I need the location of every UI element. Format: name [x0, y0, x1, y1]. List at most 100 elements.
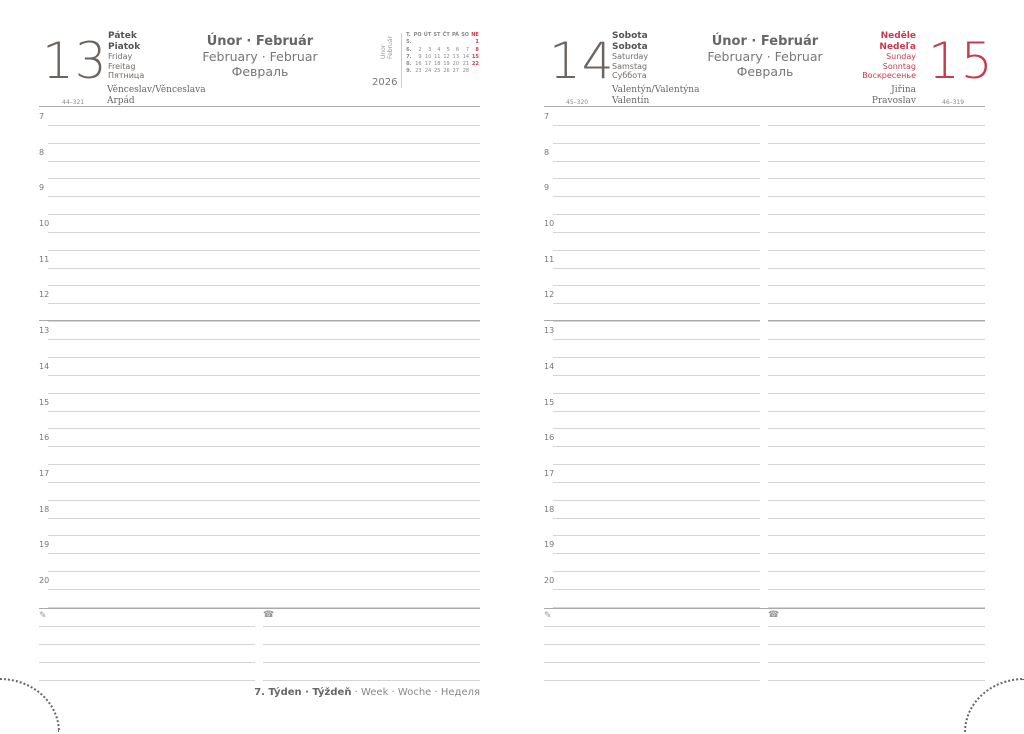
- note-line: [544, 644, 760, 645]
- hour-slot[interactable]: 14: [544, 357, 985, 394]
- calendar-cell: 16: [415, 61, 422, 68]
- right-name-days: Valentýn/Valentýna Valentín: [612, 85, 699, 106]
- writing-line: [553, 410, 760, 412]
- left-hour-grid[interactable]: 7 8 9 10 11 12 13 14 15 16 17 18 19 20: [39, 107, 480, 608]
- hour-slot[interactable]: 20: [544, 571, 985, 608]
- day-name: Sunday: [886, 52, 916, 61]
- pencil-icon: ✎: [39, 611, 47, 621]
- hour-slot[interactable]: 8: [544, 143, 985, 180]
- day-name: Piatok: [108, 41, 141, 52]
- hour-slot[interactable]: 17: [39, 464, 480, 501]
- hour-slot[interactable]: 15: [39, 393, 480, 430]
- writing-line: [768, 303, 985, 305]
- writing-line: [48, 267, 480, 269]
- telephone-icon: ☎: [768, 610, 780, 620]
- hour-slot[interactable]: 18: [544, 500, 985, 537]
- writing-line: [553, 499, 760, 501]
- week-labels: · Week · Woche · Неделя: [351, 687, 480, 698]
- hour-label: 18: [544, 504, 555, 514]
- hour-label: 13: [39, 326, 50, 336]
- hour-slot[interactable]: 15: [544, 393, 985, 430]
- calendar-cell: 12: [443, 53, 450, 60]
- calendar-cell: 15: [471, 53, 479, 60]
- hour-label: 15: [39, 397, 50, 407]
- sunday-day-code: 46–319: [942, 99, 965, 106]
- note-line: [263, 662, 480, 663]
- calendar-cell: 23: [415, 68, 422, 75]
- hour-slot[interactable]: 9: [544, 178, 985, 216]
- writing-line: [48, 463, 480, 465]
- note-line: [544, 680, 760, 681]
- writing-line: [553, 553, 760, 555]
- calendar-cell: 6: [455, 46, 460, 53]
- writing-line: [768, 588, 985, 590]
- calendar-cell: [432, 39, 441, 46]
- hour-slot[interactable]: 16: [544, 428, 985, 465]
- writing-line: [768, 446, 985, 448]
- writing-line: [48, 446, 480, 448]
- sunday-day-number: 15: [928, 32, 994, 90]
- month-ru: Февраль: [736, 64, 794, 79]
- sunday-day-names: Neděle Nedeľa Sunday Sonntag Воскресенье: [862, 31, 916, 81]
- hour-slot[interactable]: 13: [39, 320, 480, 358]
- week-number: 5.: [406, 39, 412, 46]
- writing-line: [553, 125, 760, 126]
- midday-rule: [39, 320, 480, 322]
- note-line: [544, 626, 760, 627]
- writing-line: [553, 463, 760, 465]
- hour-slot[interactable]: 17: [544, 464, 985, 501]
- hour-slot[interactable]: 8: [39, 143, 480, 180]
- hour-slot[interactable]: 10: [39, 214, 480, 251]
- calendar-cell: [442, 39, 451, 46]
- hour-slot[interactable]: 9: [39, 178, 480, 216]
- calendar-cell: 22: [471, 61, 479, 68]
- month-en-de: February · Februar: [707, 49, 823, 64]
- hour-slot[interactable]: 7: [39, 107, 480, 144]
- hour-slot[interactable]: 13: [544, 320, 985, 358]
- sunday-name-days: Jiřina Pravoslav: [872, 85, 916, 106]
- writing-line: [553, 249, 760, 251]
- hour-slot[interactable]: 14: [39, 357, 480, 394]
- hour-slot[interactable]: 18: [39, 500, 480, 537]
- hour-slot[interactable]: 19: [544, 535, 985, 572]
- day-name: Sobota: [612, 41, 648, 52]
- day-name: Pátek: [108, 31, 137, 41]
- hour-slot[interactable]: 20: [39, 571, 480, 608]
- name-day: Jiřina: [891, 85, 916, 95]
- hour-slot[interactable]: 12: [544, 285, 985, 323]
- calendar-cell: 11: [434, 53, 441, 60]
- calendar-cell: [413, 39, 423, 46]
- hour-slot[interactable]: 12: [39, 285, 480, 323]
- calendar-cell: 8: [475, 46, 479, 53]
- hour-slot[interactable]: 7: [544, 107, 985, 144]
- calendar-cell: 17: [424, 61, 432, 68]
- hour-slot[interactable]: 16: [39, 428, 480, 465]
- calendar-week-row: 8. 16 17 18 19 20 21 22: [405, 61, 480, 68]
- notes-rule: [544, 608, 985, 609]
- hour-label: 18: [39, 504, 50, 514]
- writing-line: [768, 517, 985, 519]
- writing-line: [48, 553, 480, 555]
- right-hour-grid[interactable]: 7 8 9 10 11 12 13 14 15 16 17 18 19 20: [544, 107, 985, 608]
- writing-line: [768, 267, 985, 269]
- writing-line: [48, 285, 480, 287]
- writing-line: [48, 214, 480, 216]
- hour-label: 12: [39, 290, 50, 300]
- calendar-cell: NE: [471, 32, 479, 38]
- hour-slot[interactable]: 11: [544, 250, 985, 287]
- writing-line: [48, 517, 480, 519]
- calendar-cell: 21: [462, 61, 470, 68]
- writing-line: [768, 392, 985, 394]
- writing-line: [768, 356, 985, 358]
- note-line: [39, 644, 255, 645]
- hour-slot[interactable]: 19: [39, 535, 480, 572]
- writing-line: [48, 249, 480, 251]
- calendar-week-row: 9. 23 24 25 26 27 28: [405, 68, 480, 75]
- note-line: [768, 680, 985, 681]
- writing-line: [768, 410, 985, 412]
- day-name: Freitag: [108, 61, 136, 71]
- hour-slot[interactable]: 11: [39, 250, 480, 287]
- writing-line: [768, 321, 985, 323]
- week-number: 9.: [406, 68, 412, 75]
- hour-slot[interactable]: 10: [544, 214, 985, 251]
